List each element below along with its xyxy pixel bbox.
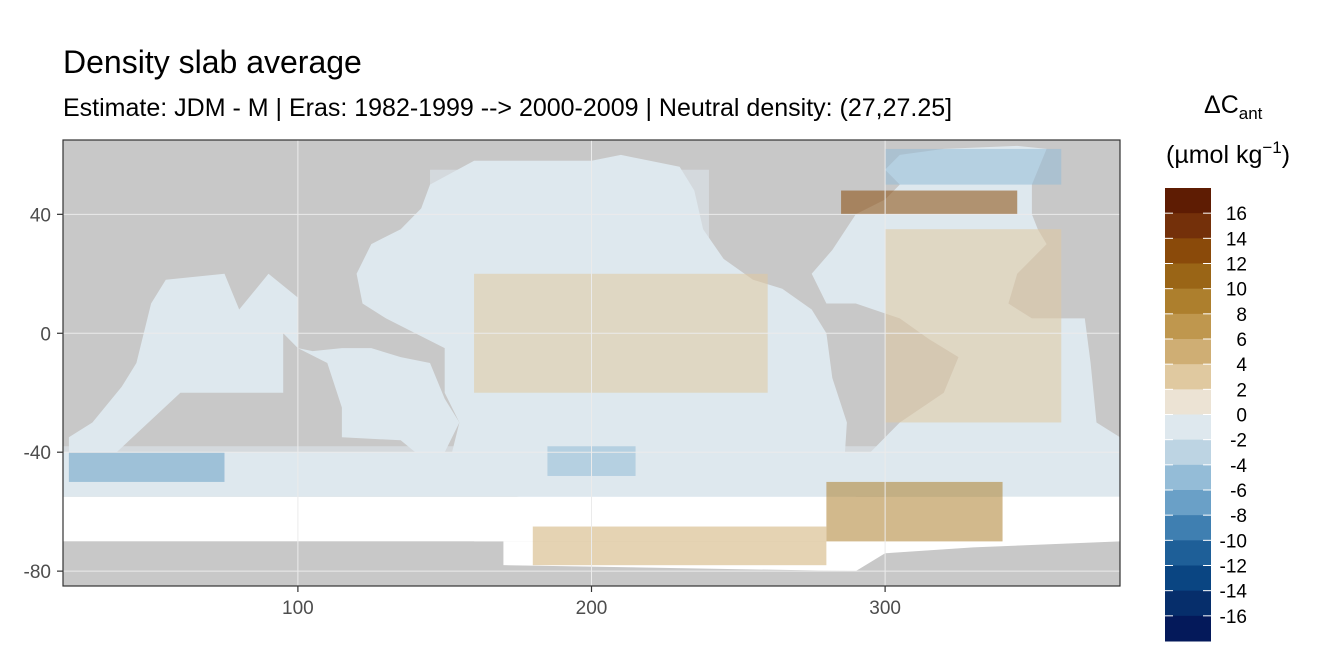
legend-swatch-0 — [1165, 188, 1211, 214]
y-tick-label-2: -40 — [24, 443, 51, 464]
legend-label-9: -2 — [1230, 431, 1247, 452]
legend-label-3: 10 — [1226, 280, 1247, 301]
legend-swatch-5 — [1165, 313, 1211, 340]
legend-label-5: 6 — [1236, 330, 1247, 351]
x-tick-label-0: 100 — [282, 598, 314, 619]
map-panel — [62, 139, 1121, 587]
x-tick-label-2: 300 — [869, 598, 901, 619]
legend-label-14: -12 — [1220, 557, 1247, 578]
chart-subtitle: Estimate: JDM - M | Eras: 1982-1999 --> … — [63, 94, 953, 122]
legend-label-10: -4 — [1230, 456, 1247, 477]
legend-title-subscript: ant — [1239, 104, 1263, 123]
legend-swatch-2 — [1165, 238, 1211, 264]
legend-unit: (µmol kg−1) — [1166, 138, 1290, 169]
y-tick-label-0: 40 — [30, 205, 51, 226]
legend-label-15: -14 — [1220, 582, 1248, 603]
color-legend: ΔCant (µmol kg−1) 16 14 12 10 8 6 4 2 0 -2 -4 -6 -8 -… — [1165, 91, 1290, 642]
legend-swatch-8 — [1165, 389, 1211, 415]
legend-swatch-16 — [1165, 590, 1211, 617]
legend-label-8: 0 — [1236, 406, 1247, 427]
legend-label-6: 4 — [1236, 355, 1247, 376]
region-8 — [532, 526, 827, 566]
legend-label-11: -6 — [1230, 481, 1247, 502]
region-3 — [430, 169, 709, 245]
legend-colorbar: 16 14 12 10 8 6 4 2 0 -2 -4 -6 -8 -10 -12 -14 -16 — [1165, 188, 1247, 642]
legend-swatch-14 — [1165, 540, 1211, 566]
legend-unit-sup: −1 — [1262, 138, 1281, 157]
legend-title: ΔCant — [1204, 91, 1263, 123]
region-9 — [885, 229, 1062, 423]
legend-swatch-7 — [1165, 364, 1211, 390]
y-tick-label-1: 0 — [40, 324, 51, 345]
legend-swatch-13 — [1165, 515, 1211, 541]
ocean-area-0 — [68, 273, 460, 497]
legend-label-1: 14 — [1226, 229, 1248, 250]
legend-label-16: -16 — [1220, 607, 1247, 628]
antarctica-land — [63, 541, 1120, 586]
map-layers — [63, 140, 1120, 586]
legend-swatch-11 — [1165, 464, 1211, 491]
region-1 — [68, 452, 225, 482]
region-7 — [826, 481, 1003, 542]
y-tick-label-3: -80 — [24, 562, 51, 583]
legend-swatch-4 — [1165, 288, 1211, 315]
legend-swatch-6 — [1165, 339, 1211, 365]
legend-label-4: 8 — [1236, 305, 1247, 326]
legend-label-7: 2 — [1236, 380, 1247, 401]
legend-unit-open: (µmol kg — [1166, 141, 1262, 169]
legend-swatch-1 — [1165, 213, 1211, 239]
legend-swatch-15 — [1165, 565, 1211, 592]
legend-label-2: 12 — [1226, 255, 1247, 276]
legend-swatch-3 — [1165, 263, 1211, 290]
legend-swatch-12 — [1165, 490, 1211, 516]
x-tick-label-1: 200 — [576, 598, 608, 619]
legend-swatch-17 — [1165, 615, 1211, 642]
legend-label-0: 16 — [1226, 204, 1247, 225]
legend-swatch-10 — [1165, 439, 1211, 466]
legend-title-symbol: ΔC — [1204, 91, 1239, 119]
legend-swatch-9 — [1165, 414, 1211, 441]
chart-title: Density slab average — [63, 44, 362, 80]
legend-label-13: -10 — [1220, 531, 1247, 552]
legend-unit-close: ) — [1282, 141, 1290, 169]
legend-label-12: -8 — [1230, 506, 1247, 527]
region-5 — [841, 190, 1018, 215]
region-6 — [885, 148, 1062, 185]
